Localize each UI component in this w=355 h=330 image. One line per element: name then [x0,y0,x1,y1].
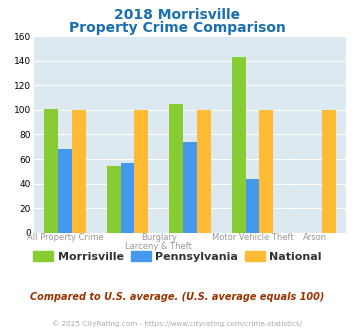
Bar [134,110,148,233]
Text: Burglary: Burglary [141,233,177,242]
Text: © 2025 CityRating.com - https://www.cityrating.com/crime-statistics/: © 2025 CityRating.com - https://www.city… [53,320,302,327]
Legend: Morrisville, Pennsylvania, National: Morrisville, Pennsylvania, National [29,247,326,267]
Bar [246,179,259,233]
Bar [58,149,72,233]
Bar [183,142,197,233]
Bar [44,109,58,233]
Bar [107,166,121,233]
Bar [259,110,273,233]
Bar [169,104,183,233]
Text: Compared to U.S. average. (U.S. average equals 100): Compared to U.S. average. (U.S. average … [30,292,325,302]
Text: Property Crime Comparison: Property Crime Comparison [69,21,286,35]
Text: All Property Crime: All Property Crime [27,233,103,242]
Text: 2018 Morrisville: 2018 Morrisville [114,8,241,22]
Bar [322,110,335,233]
Bar [121,163,134,233]
Bar [72,110,86,233]
Text: Larceny & Theft: Larceny & Theft [125,242,192,250]
Text: Motor Vehicle Theft: Motor Vehicle Theft [212,233,293,242]
Bar [232,57,246,233]
Text: Arson: Arson [303,233,327,242]
Bar [197,110,211,233]
